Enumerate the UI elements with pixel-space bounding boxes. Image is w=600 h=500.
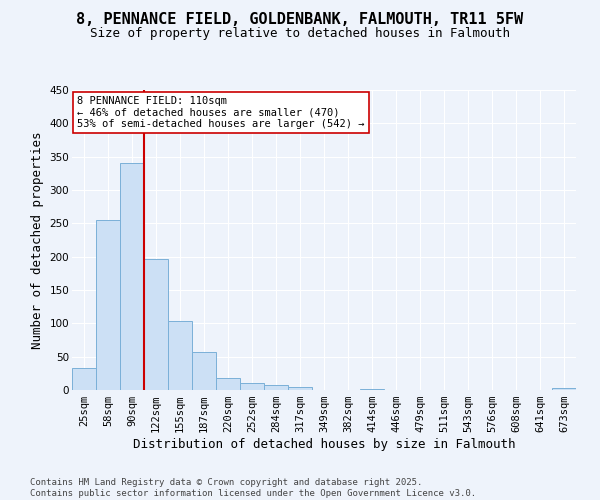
Text: 8 PENNANCE FIELD: 110sqm
← 46% of detached houses are smaller (470)
53% of semi-: 8 PENNANCE FIELD: 110sqm ← 46% of detach… bbox=[77, 96, 365, 129]
Text: Size of property relative to detached houses in Falmouth: Size of property relative to detached ho… bbox=[90, 28, 510, 40]
Bar bbox=[552, 388, 576, 390]
Text: 8, PENNANCE FIELD, GOLDENBANK, FALMOUTH, TR11 5FW: 8, PENNANCE FIELD, GOLDENBANK, FALMOUTH,… bbox=[76, 12, 524, 28]
Bar bbox=[192, 352, 216, 390]
Bar bbox=[72, 368, 96, 390]
Bar bbox=[216, 378, 240, 390]
Bar bbox=[96, 220, 120, 390]
Y-axis label: Number of detached properties: Number of detached properties bbox=[31, 131, 44, 349]
Bar bbox=[360, 388, 384, 390]
Bar bbox=[264, 386, 288, 390]
Text: Contains HM Land Registry data © Crown copyright and database right 2025.
Contai: Contains HM Land Registry data © Crown c… bbox=[30, 478, 476, 498]
Bar bbox=[144, 258, 168, 390]
Bar bbox=[240, 384, 264, 390]
Bar bbox=[120, 164, 144, 390]
Bar bbox=[288, 386, 312, 390]
Bar bbox=[168, 322, 192, 390]
X-axis label: Distribution of detached houses by size in Falmouth: Distribution of detached houses by size … bbox=[133, 438, 515, 451]
